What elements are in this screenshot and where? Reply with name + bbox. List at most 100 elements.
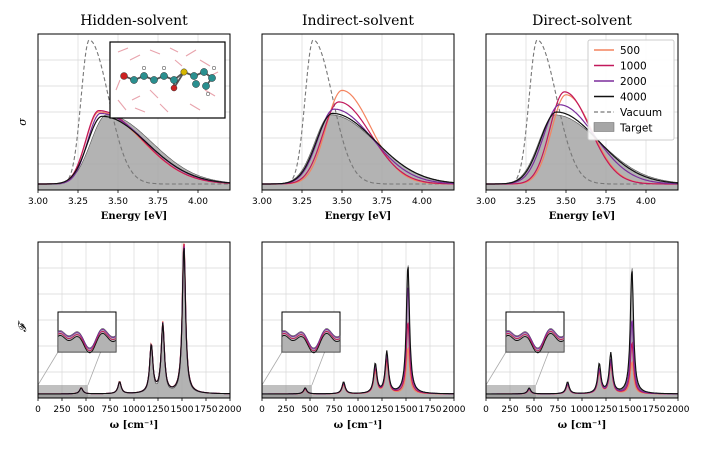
x-tick-label: 3.50 [556,197,576,207]
chart-title: Indirect-solvent [302,13,414,29]
x-tick-label: 3.50 [108,197,128,207]
axes-frame [485,33,679,191]
atom [211,65,217,71]
x-tick-label: 500 [525,405,542,415]
x-tick-label: 1750 [195,405,218,415]
series-line-4000 [262,112,455,185]
x-tick-label: 3.00 [28,197,48,207]
atom [180,68,188,76]
zoom-series-line [505,330,565,352]
series-line-1000 [262,101,454,185]
x-axis-label: ω [cm⁻¹] [334,420,383,431]
x-tick-label: 250 [277,405,294,415]
target-area [485,114,679,191]
x-tick-label: 0 [35,405,41,415]
legend-label: Vacuum [620,107,662,119]
zoom-series-line [57,332,117,354]
zoom-series-line [505,332,565,354]
atom [208,74,216,82]
legend-label: Target [619,123,652,135]
series-line-1000 [486,91,678,185]
atom [141,65,147,71]
atom [130,76,138,84]
solvent-stick [149,89,159,99]
zoom-series-line [281,328,341,350]
chart-title: Direct-solvent [532,13,632,29]
x-tick-label: 0 [483,405,489,415]
series-line-4000 [486,111,679,185]
x-tick-label: 0 [259,405,265,415]
y-axis-label: σ [16,118,29,126]
solvent-stick [189,103,201,111]
x-tick-label: 2000 [667,405,690,415]
x-tick-label: 750 [325,405,342,415]
zoom-series-line [57,330,117,352]
vacuum-line [38,39,230,185]
solvent-stick [185,49,197,57]
solvent-stick [174,59,183,67]
x-tick-label: 3.75 [148,197,168,207]
x-tick-label: 3.75 [372,197,392,207]
solvent-stick [149,49,161,55]
panel-bottom-left: 0 250 500 750 1000 1250 1500 1750 2000 ω [cm⁻¹] 𝓕 [16,241,242,431]
inset-frame [109,41,226,119]
x-tick-label: 1500 [395,405,418,415]
x-tick-label: 500 [301,405,318,415]
x-tick-label: 750 [549,405,566,415]
series-line-4000 [262,267,454,395]
x-tick-label: 1750 [643,405,666,415]
atom [120,72,128,80]
x-tick-label: 2000 [443,405,466,415]
series-line-4000 [38,115,231,185]
x-tick-label: 1250 [147,405,170,415]
atom [161,65,167,71]
atom [202,82,210,90]
y-axis-label: 𝓕 [16,320,29,332]
panel-top-left: 3.00 3.25 3.50 3.75 4.00 Energy [eV] Hidden-so… [16,13,231,222]
legend-label: 4000 [620,92,647,104]
axes-frame [261,33,455,191]
vacuum-line [262,39,454,185]
x-tick-label: 3.50 [332,197,352,207]
solvent-stick [115,79,121,91]
atom [160,72,168,80]
molecule-inset [109,41,226,119]
solvent-stick [204,89,216,97]
x-tick-label: 750 [101,405,118,415]
atom [205,91,211,97]
panel-top-right: 3.00 3.25 3.50 3.75 4.00 Energy [eV] Direct-so… [476,13,679,222]
legend-swatch-target [593,122,615,132]
zoom-series-line [57,328,117,350]
x-tick-label: 1500 [619,405,642,415]
x-tick-label: 1250 [595,405,618,415]
solvent-stick [199,59,211,67]
x-tick-label: 3.25 [292,197,312,207]
x-tick-label: 250 [501,405,518,415]
x-tick-label: 1750 [419,405,442,415]
lowfreq-shade [486,385,536,398]
atom [170,76,178,84]
x-tick-label: 1500 [171,405,194,415]
zoom-connector [261,351,283,386]
solvent-stick [117,47,129,53]
solvent-stick [117,99,127,111]
panel-top-middle: 3.00 3.25 3.50 3.75 4.00 Energy [eV] Indirect-… [252,13,455,222]
x-tick-label: 4.00 [412,197,432,207]
legend-label: 500 [620,45,640,57]
zoom-series-line [281,330,341,352]
axes-frame [37,33,231,191]
x-axis-label: Energy [eV] [325,211,391,222]
x-tick-label: 2000 [219,405,242,415]
x-tick-label: 250 [53,405,70,415]
zoom-connector [37,351,59,386]
atom [192,80,200,88]
x-axis-label: ω [cm⁻¹] [110,420,159,431]
lowfreq-shade [38,385,88,398]
target-area [261,114,455,191]
series-line-4000 [38,248,231,395]
atom [190,72,198,80]
x-tick-label: 3.25 [516,197,536,207]
solvent-stick [169,47,179,53]
x-tick-label: 3.00 [476,197,496,207]
